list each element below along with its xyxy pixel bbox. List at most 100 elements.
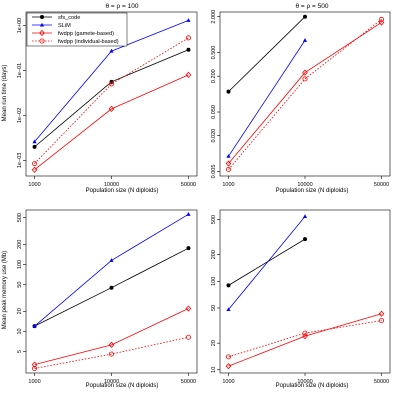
plot-frame <box>219 11 391 177</box>
series-line-sfs-code <box>228 238 306 286</box>
data-point-slim <box>302 38 308 42</box>
data-point-slim <box>186 18 191 22</box>
legend-item-fwdpp-individual: fwdpp (individual-based) <box>32 38 119 45</box>
x-tick-label: 50000 <box>181 182 196 188</box>
x-axis-label: Population size (N diploids) <box>86 188 159 194</box>
legend-marker <box>39 29 45 37</box>
y-tick-label: 0.020 <box>211 129 217 143</box>
data-point-fwdpp-gamete-based <box>185 305 192 312</box>
data-point-slim <box>109 48 114 53</box>
data-point-fwdpp-individual-based <box>378 318 384 324</box>
data-point-slim <box>32 139 37 144</box>
y-tick-label: 100 <box>211 277 217 286</box>
data-point-fwdpp-gamete-based <box>31 166 38 173</box>
data-point-fwdpp-gamete-based <box>225 363 232 370</box>
data-point-fwdpp-gamete-based <box>302 69 308 76</box>
legend-marker <box>39 38 45 44</box>
series-line-sfs-code <box>228 16 306 92</box>
data-point-fwdpp-gamete-based <box>185 71 192 78</box>
legend-item-sfs-code: sfs_code <box>32 15 80 21</box>
x-tick-label: 1000 <box>28 379 40 385</box>
y-tick-label: 50 <box>17 282 23 288</box>
x-axis-label: Population size (N diploids) <box>86 383 159 389</box>
legend-label: fwdpp (individual-based) <box>58 39 119 45</box>
y-tick-label: 0.500 <box>211 46 217 60</box>
y-tick-label: 0.005 <box>211 165 217 179</box>
y-tick-label: 100 <box>17 260 23 269</box>
series-line-fwdpp-individual-based <box>34 336 189 369</box>
x-axis-label: Population size (N diploids) <box>276 383 349 389</box>
plot-frame <box>25 209 198 374</box>
data-point-sfs-code <box>32 144 37 149</box>
y-tick-label: 5 <box>17 350 23 353</box>
series-line-fwdpp-gamete-based <box>34 308 189 366</box>
data-point-fwdpp-individual-based <box>225 167 231 173</box>
data-point-fwdpp-individual-based <box>378 16 384 22</box>
data-point-fwdpp-individual-based <box>302 76 308 82</box>
legend: sfs_code SLiM fwdpp (gamete-based) fwdpp… <box>26 12 128 47</box>
y-tick-label: 2.000 <box>211 10 217 24</box>
data-point-fwdpp-individual-based <box>32 366 38 372</box>
y-tick-label: 1e−03 <box>17 153 23 168</box>
legend-marker <box>39 22 45 27</box>
data-point-slim <box>32 323 37 328</box>
y-tick-label: 20 <box>17 308 23 314</box>
data-point-sfs-code <box>303 237 307 242</box>
series-line-slim <box>228 40 306 157</box>
legend-swatch <box>32 15 52 19</box>
y-tick-label: 0.050 <box>211 105 217 119</box>
y-tick-label: 500 <box>17 213 23 222</box>
series-line-sfs-code <box>34 49 189 148</box>
y-tick-label: 500 <box>211 215 217 224</box>
panel-marks: 1000 10000 50000 0.005 0.020 0.050 0.200 0.500 2… <box>211 10 391 188</box>
data-point-sfs-code <box>303 14 307 19</box>
data-point-fwdpp-gamete-based <box>302 333 308 340</box>
data-point-fwdpp-gamete-based <box>31 361 38 368</box>
legend-swatch <box>32 22 52 27</box>
x-tick-label: 10000 <box>297 182 312 188</box>
data-point-sfs-code <box>109 285 114 290</box>
legend-label: fwdpp (gamete-based) <box>58 31 114 37</box>
y-tick-label: 10 <box>211 367 217 373</box>
panel-marks: 1000 10000 50000 10 20 50 100 200 500 <box>211 209 391 385</box>
panel-memory-left: Population size (N diploids) Mean peak m… <box>2 209 198 389</box>
data-point-fwdpp-individual-based <box>185 35 191 41</box>
data-point-slim <box>109 258 114 262</box>
data-point-slim <box>302 214 308 219</box>
y-tick-label: 1e−02 <box>17 108 23 123</box>
legend-label: sfs_code <box>58 15 80 21</box>
series-line-fwdpp-gamete-based <box>228 313 382 367</box>
x-tick-label: 50000 <box>374 379 389 385</box>
data-point-fwdpp-gamete-based <box>108 341 115 349</box>
legend-swatch <box>32 38 52 44</box>
data-point-fwdpp-gamete-based <box>378 19 385 26</box>
x-tick-label: 1000 <box>222 182 234 188</box>
x-axis-label: Population size (N diploids) <box>276 188 349 194</box>
legend-item-fwdpp-gamete: fwdpp (gamete-based) <box>32 29 114 37</box>
data-point-fwdpp-individual-based <box>109 81 115 87</box>
legend-label: SLiM <box>58 23 71 29</box>
data-point-slim <box>186 212 191 216</box>
data-point-sfs-code <box>186 246 191 251</box>
panel-title: θ = ρ = 500 <box>296 3 329 10</box>
data-point-sfs-code <box>186 47 191 52</box>
y-tick-label: 1e+00 <box>17 18 23 33</box>
y-tick-label: 10 <box>17 328 23 334</box>
panel-marks: 1000 10000 50000 5 10 20 50 100 200 500 <box>17 209 198 385</box>
y-tick-label: 200 <box>211 250 217 259</box>
x-tick-label: 50000 <box>181 379 196 385</box>
series-line-slim <box>34 213 189 327</box>
plot-frame <box>219 209 391 374</box>
x-tick-label: 1000 <box>222 379 234 385</box>
series-line-fwdpp-gamete-based <box>34 74 189 171</box>
data-point-slim <box>226 154 231 158</box>
y-tick-label: 20 <box>211 340 217 346</box>
data-point-fwdpp-individual-based <box>225 354 231 360</box>
series-line-fwdpp-individual-based <box>228 19 382 170</box>
data-point-fwdpp-individual-based <box>109 351 115 357</box>
x-tick-label: 10000 <box>104 182 119 188</box>
y-tick-label: 50 <box>211 305 217 311</box>
